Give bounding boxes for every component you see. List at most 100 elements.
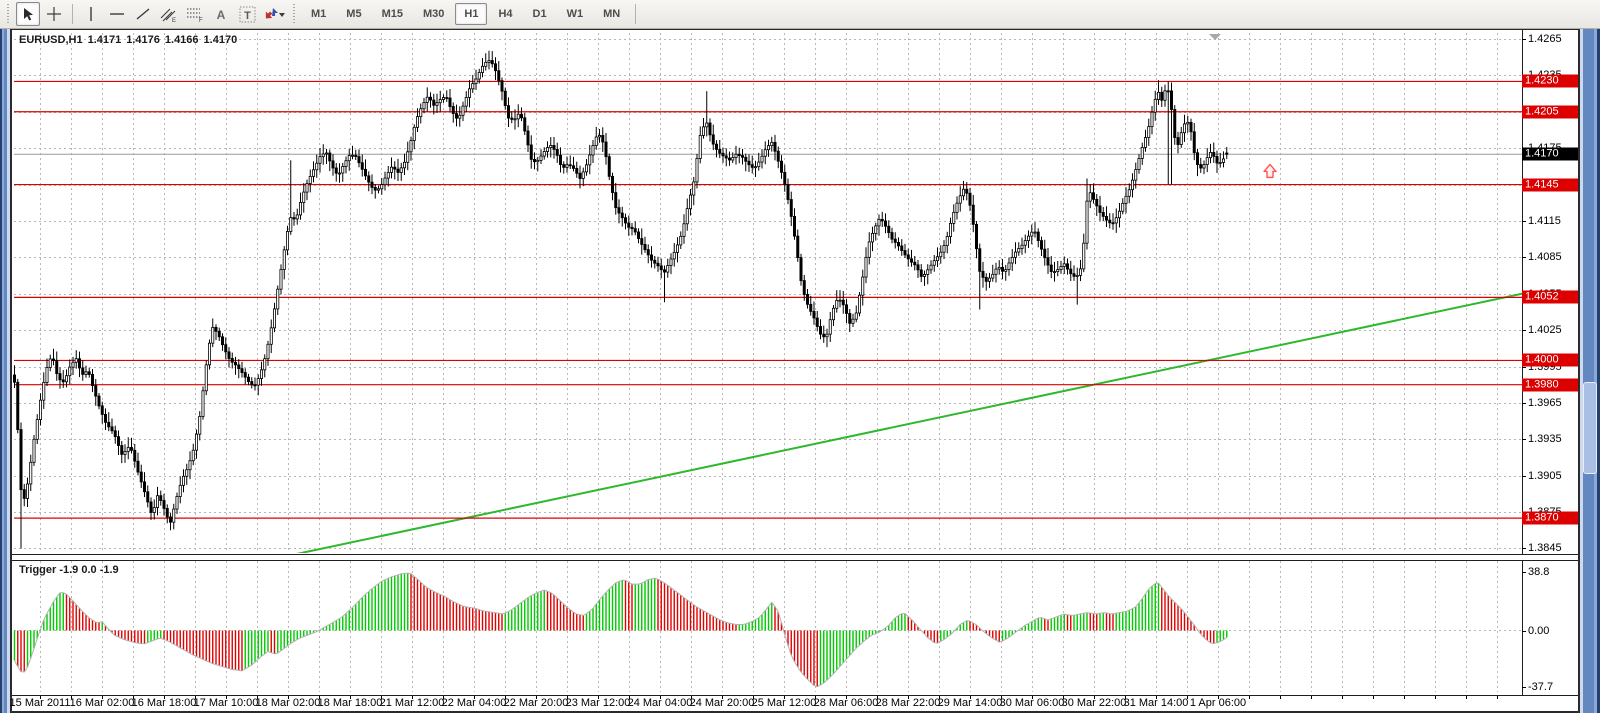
quote-close: 1.4170 xyxy=(203,34,238,46)
pane-splitter[interactable] xyxy=(12,554,1578,561)
svg-text:A: A xyxy=(217,8,226,22)
time-tick-mark xyxy=(226,696,227,699)
time-axis-label: 16 Mar 18:00 xyxy=(131,697,197,709)
time-axis-label: 18 Mar 02:00 xyxy=(255,697,321,709)
time-tick-mark xyxy=(1001,696,1002,699)
price-chart-canvas[interactable] xyxy=(12,30,1578,711)
timeframe-mn-button[interactable]: MN xyxy=(603,8,621,20)
time-tick-mark xyxy=(660,696,661,699)
price-tick-label: 1.4115 xyxy=(1528,214,1561,227)
timeframe-h1-button[interactable]: H1 xyxy=(455,3,488,25)
level-price-badge: 1.3980 xyxy=(1522,378,1578,392)
timeframe-m15-button[interactable]: M15 xyxy=(381,8,403,20)
price-tick-label: 1.4025 xyxy=(1528,324,1562,337)
price-tick-mark xyxy=(1522,548,1526,550)
horizontal-line-tool-button[interactable] xyxy=(105,2,129,26)
fibonacci-icon: F xyxy=(186,6,204,23)
svg-text:T: T xyxy=(244,10,251,22)
current-price-badge: 1.4170 xyxy=(1522,147,1578,161)
time-tick-mark xyxy=(815,696,816,699)
time-tick-mark xyxy=(505,696,506,699)
time-axis-label: 1 Apr 06:00 xyxy=(1189,697,1247,709)
time-tick-mark xyxy=(877,696,878,699)
level-price-badge: 1.4052 xyxy=(1522,290,1578,304)
trendline-icon xyxy=(135,6,151,22)
time-axis-label: 18 Mar 18:00 xyxy=(317,697,383,709)
price-tick-label: 1.3935 xyxy=(1528,433,1562,446)
arrows-dropdown-tool-button[interactable] xyxy=(261,2,285,26)
text-label-tool-button[interactable]: T xyxy=(235,2,259,26)
time-tick-mark xyxy=(1218,696,1219,699)
trendline-tool-button[interactable] xyxy=(131,2,155,26)
timeframe-h4-button[interactable]: H4 xyxy=(498,8,513,20)
chart-title: EURUSD,H1 1.4171 1.4176 1.4166 1.4170 xyxy=(19,34,237,46)
time-tick-mark xyxy=(381,696,382,699)
toolbar-grip-2[interactable] xyxy=(292,4,297,24)
window-scrollbar-right[interactable] xyxy=(1580,0,1600,713)
fibonacci-retracement-tool-button[interactable]: F xyxy=(183,2,207,26)
price-tick-mark xyxy=(1522,366,1526,368)
chart-shift-marker-icon[interactable] xyxy=(1209,34,1221,40)
toolbar: E F A T M1 M5 M15 M30 H1 H4 D1 W1 MN xyxy=(0,0,1600,29)
price-tick-mark xyxy=(1522,257,1526,259)
text-tool-button[interactable]: A xyxy=(209,2,233,26)
time-axis-label: 28 Mar 22:00 xyxy=(875,697,941,709)
time-tick-mark xyxy=(1094,696,1095,699)
vertical-line-icon xyxy=(84,6,98,22)
timeframe-m1-button[interactable]: M1 xyxy=(311,8,327,20)
price-tick-label: 1.3965 xyxy=(1528,396,1562,409)
svg-text:E: E xyxy=(172,18,176,23)
time-tick-mark xyxy=(1063,696,1064,699)
time-tick-mark xyxy=(474,696,475,699)
horizontal-line-icon xyxy=(109,7,125,21)
price-tick-mark xyxy=(1522,475,1526,477)
buy-arrow-object[interactable] xyxy=(1263,163,1277,179)
scrollbar-thumb[interactable] xyxy=(1583,382,1597,474)
time-axis-label: 28 Mar 06:00 xyxy=(813,697,879,709)
time-tick-mark xyxy=(1497,696,1498,699)
letter-t-icon: T xyxy=(239,6,256,23)
time-axis-label: 22 Mar 04:00 xyxy=(441,697,507,709)
time-axis-label: 23 Mar 12:00 xyxy=(565,697,631,709)
indicator-scale-label: -37.7 xyxy=(1528,680,1554,693)
time-tick-mark xyxy=(908,696,909,699)
equidistant-channel-tool-button[interactable]: E xyxy=(157,2,181,26)
price-tick-mark xyxy=(1522,220,1526,222)
indicator-tick-mark xyxy=(1522,686,1526,688)
time-tick-mark xyxy=(319,696,320,699)
histogram-envelope xyxy=(14,572,1228,688)
time-tick-mark xyxy=(350,696,351,699)
vertical-line-tool-button[interactable] xyxy=(79,2,103,26)
price-tick-mark xyxy=(1522,39,1526,40)
trendline-object[interactable] xyxy=(294,292,1522,555)
timeframe-d1-button[interactable]: D1 xyxy=(532,8,547,20)
time-tick-mark xyxy=(1373,696,1374,699)
time-tick-mark xyxy=(1249,696,1250,699)
arrows-icon xyxy=(261,6,285,22)
timeframe-m5-button[interactable]: M5 xyxy=(346,8,362,20)
quote-high: 1.4176 xyxy=(126,34,160,46)
time-axis-label: 21 Mar 12:00 xyxy=(379,697,445,709)
quote-low: 1.4166 xyxy=(164,34,199,46)
timeframe-w1-button[interactable]: W1 xyxy=(566,8,584,20)
time-tick-mark xyxy=(1156,696,1157,699)
quote-open: 1.4171 xyxy=(87,34,122,46)
chart-window[interactable]: EURUSD,H1 1.4171 1.4176 1.4166 1.4170 Tr… xyxy=(10,28,1580,713)
time-axis-label: 24 Mar 20:00 xyxy=(689,697,755,709)
cursor-tool-button[interactable] xyxy=(16,2,40,26)
crosshair-tool-button[interactable] xyxy=(42,2,66,26)
time-tick-mark xyxy=(846,696,847,699)
support-resistance-lines[interactable] xyxy=(14,80,1522,519)
symbol-timeframe-label: EURUSD,H1 xyxy=(19,34,83,46)
timeframe-m30-button[interactable]: M30 xyxy=(422,8,445,20)
price-tick-label: 1.4085 xyxy=(1528,251,1562,264)
toolbar-grip[interactable] xyxy=(6,4,11,24)
indicator-tick-mark xyxy=(1522,630,1526,632)
cursor-icon xyxy=(21,7,36,22)
time-axis-label: 29 Mar 14:00 xyxy=(937,697,1003,709)
time-axis-label: 31 Mar 14:00 xyxy=(1123,697,1189,709)
level-price-badge: 1.3870 xyxy=(1522,511,1578,525)
price-tick-label: 1.3845 xyxy=(1528,542,1562,555)
time-tick-mark xyxy=(195,696,196,699)
time-tick-mark xyxy=(412,696,413,699)
